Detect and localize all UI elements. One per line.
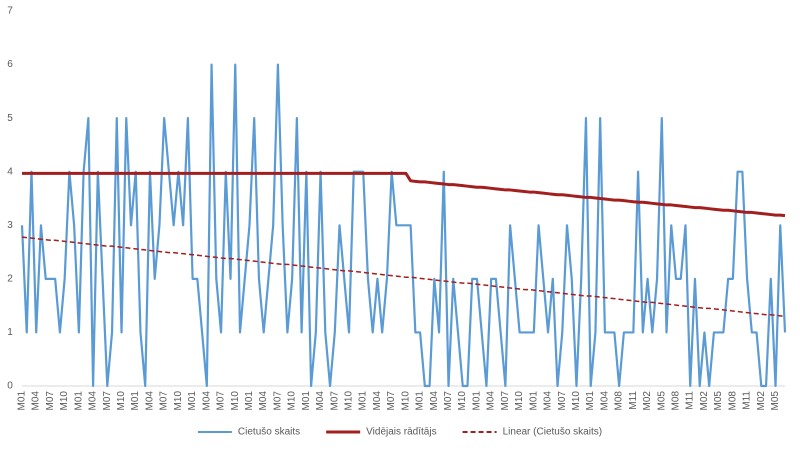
x-tick-label: M02 — [699, 391, 710, 411]
x-tick-label: M05 — [656, 391, 667, 411]
x-tick-label: M10 — [344, 391, 355, 411]
x-tick-label: M01 — [244, 391, 255, 411]
x-tick-label: M10 — [230, 391, 241, 411]
x-tick-label: M01 — [528, 391, 539, 411]
x-tick-label: M02 — [642, 391, 653, 411]
legend-label: Linear (Cietušo skaits) — [503, 427, 602, 438]
x-tick-label: M04 — [372, 391, 383, 411]
x-tick-label: M01 — [187, 391, 198, 411]
x-tick-label: M07 — [159, 391, 170, 411]
x-tick-label: M04 — [543, 391, 554, 411]
x-tick-label: M07 — [45, 391, 56, 411]
x-tick-label: M07 — [216, 391, 227, 411]
x-tick-label: M10 — [173, 391, 184, 411]
x-tick-label: M10 — [116, 391, 127, 411]
x-tick-label: M11 — [685, 391, 696, 410]
x-tick-label: M07 — [500, 391, 511, 411]
y-tick-label: 3 — [7, 220, 13, 231]
x-tick-label: M07 — [272, 391, 283, 411]
x-tick-label: M08 — [614, 391, 625, 411]
series-line — [22, 171, 786, 218]
x-tick-label: M05 — [770, 391, 781, 411]
y-tick-label: 5 — [7, 113, 13, 124]
legend-label: Vidējais rādītājs — [366, 427, 436, 438]
x-tick-label: M10 — [400, 391, 411, 411]
x-tick-label: M04 — [31, 391, 42, 411]
x-tick-label: M01 — [358, 391, 369, 411]
x-tick-label: M04 — [429, 391, 440, 411]
y-tick-label: 1 — [7, 327, 13, 338]
y-tick-label: 6 — [7, 59, 13, 70]
x-tick-label: M01 — [471, 391, 482, 411]
x-tick-label: M04 — [201, 391, 212, 411]
x-tick-label: M05 — [713, 391, 724, 411]
x-tick-label: M04 — [144, 391, 155, 411]
x-tick-label: M01 — [17, 391, 28, 411]
legend-label: Cietušo skaits — [238, 427, 300, 438]
x-tick-label: M01 — [130, 391, 141, 411]
x-tick-label: M04 — [88, 391, 99, 411]
x-tick-label: M07 — [557, 391, 568, 411]
x-tick-label: M08 — [727, 391, 738, 411]
x-tick-label: M10 — [457, 391, 468, 411]
y-tick-label: 4 — [7, 166, 13, 177]
x-tick-label: M07 — [329, 391, 340, 411]
x-tick-label: M10 — [571, 391, 582, 411]
x-tick-label: M08 — [671, 391, 682, 411]
series-line — [20, 63, 787, 388]
x-tick-label: M01 — [73, 391, 84, 411]
y-tick-label: 7 — [7, 6, 13, 17]
x-tick-label: M07 — [102, 391, 113, 411]
x-tick-label: M11 — [742, 391, 753, 410]
x-tick-label: M01 — [415, 391, 426, 411]
x-tick-label: M04 — [599, 391, 610, 411]
x-tick-label: M04 — [315, 391, 326, 411]
x-tick-label: M10 — [59, 391, 70, 411]
x-tick-label: M02 — [756, 391, 767, 411]
y-tick-label: 2 — [7, 273, 13, 284]
x-tick-label: M04 — [486, 391, 497, 411]
x-tick-label: M10 — [287, 391, 298, 411]
x-tick-label: M11 — [628, 391, 639, 410]
x-tick-label: M07 — [386, 391, 397, 411]
y-tick-label: 0 — [7, 381, 13, 392]
x-tick-label: M07 — [443, 391, 454, 411]
x-tick-label: M01 — [585, 391, 596, 411]
x-tick-label: M10 — [514, 391, 525, 411]
x-tick-label: M01 — [301, 391, 312, 411]
legend: Cietušo skaits Vidējais rādītājs Linear (C… — [197, 427, 602, 438]
x-tick-label: M04 — [258, 391, 269, 411]
